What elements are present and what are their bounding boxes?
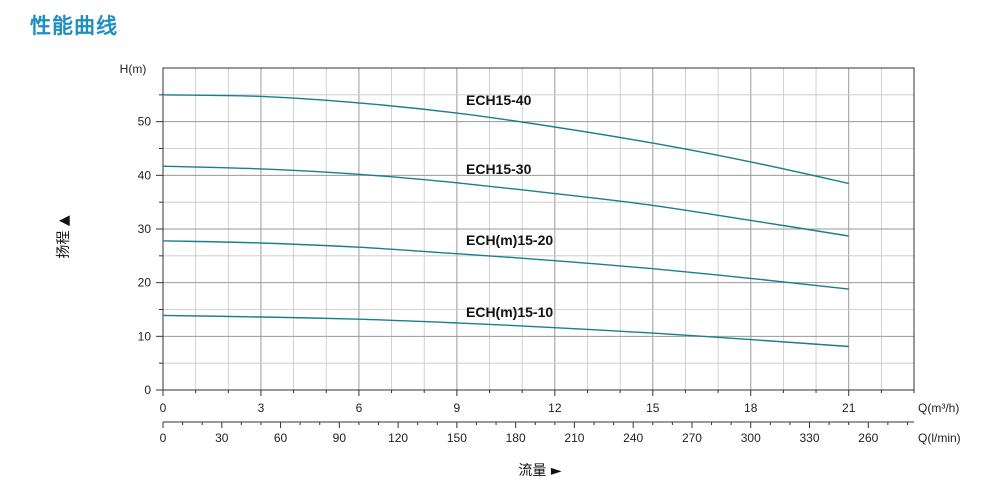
x-tick-label-secondary: 240: [623, 431, 643, 445]
x-tick-label-primary: 6: [356, 401, 363, 415]
series-line: [162, 94, 849, 185]
series-label: ECH(m)15-10: [466, 304, 553, 320]
series-line: [162, 240, 849, 290]
series-line: [162, 165, 849, 237]
x-tick-label-secondary: 300: [741, 431, 761, 445]
x-axis-secondary-unit: Q(l/min): [918, 431, 961, 445]
y-tick-label: 30: [138, 222, 152, 236]
x-tick-label-secondary: 150: [447, 431, 467, 445]
x-tick-label-primary: 0: [160, 401, 167, 415]
x-tick-label-secondary: 270: [682, 431, 702, 445]
x-tick-label-secondary: 260: [858, 431, 878, 445]
x-tick-label-secondary: 0: [160, 431, 167, 445]
page-title: 性能曲线: [30, 14, 118, 38]
x-tick-label-secondary: 180: [506, 431, 526, 445]
x-tick-label-primary: 18: [744, 401, 758, 415]
y-axis-ticks: 0 10 20 30 40 50: [138, 94, 163, 397]
x-tick-label-primary: 9: [454, 401, 461, 415]
x-tick-label-secondary: 60: [274, 431, 288, 445]
x-axis-secondary-ticks: 0 30 60 90 120 150 180 210 240 270 300 330 260: [160, 421, 914, 445]
x-tick-label-primary: 21: [842, 401, 856, 415]
x-tick-label-secondary: 330: [799, 431, 819, 445]
x-tick-label-primary: 3: [258, 401, 265, 415]
series-lines: [162, 94, 849, 348]
series-labels: ECH15-40 ECH15-30 ECH(m)15-20 ECH(m)15-10: [466, 92, 553, 320]
x-tick-label-secondary: 30: [215, 431, 229, 445]
x-axis-primary-ticks: 0 3 6 9 12 15 18 21: [160, 390, 915, 415]
y-axis-label: 扬程 ▲: [56, 215, 72, 258]
y-tick-label: 50: [138, 115, 152, 129]
x-axis-primary-unit: Q(m³/h): [918, 401, 959, 415]
x-axis-label: 流量 ►: [518, 463, 561, 479]
y-tick-label: 10: [138, 329, 152, 343]
x-tick-label-secondary: 210: [564, 431, 584, 445]
series-label: ECH(m)15-20: [466, 232, 553, 248]
y-tick-label: 20: [138, 276, 152, 290]
y-tick-label: 40: [138, 168, 152, 182]
y-axis-unit: H(m): [120, 62, 147, 76]
x-tick-label-primary: 12: [548, 401, 562, 415]
series-line: [162, 314, 849, 348]
y-tick-label: 0: [144, 383, 151, 397]
x-tick-label-secondary: 120: [388, 431, 408, 445]
series-label: ECH15-40: [466, 92, 532, 108]
series-label: ECH15-30: [466, 161, 532, 177]
x-tick-label-primary: 15: [646, 401, 660, 415]
x-tick-label-secondary: 90: [333, 431, 347, 445]
